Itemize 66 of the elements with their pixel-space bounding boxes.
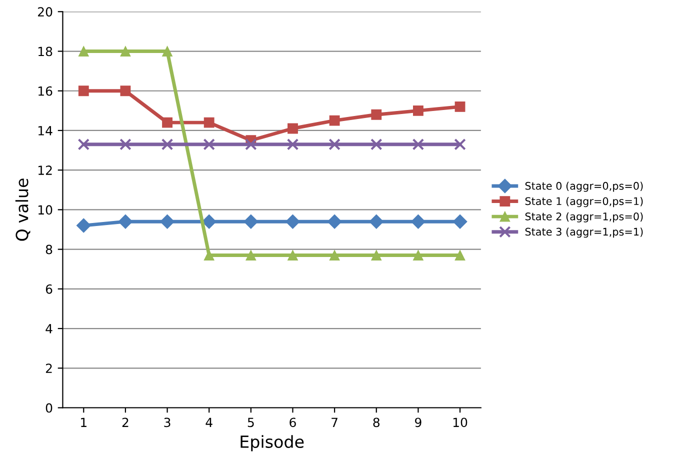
point	[161, 138, 174, 150]
y-tick-label: 20	[38, 7, 52, 17]
point	[78, 86, 89, 96]
legend-label: State 1 (aggr=0,ps=1)	[525, 197, 643, 208]
y-tick-label: 14	[38, 126, 52, 136]
x-tick-label: 10	[453, 418, 468, 428]
point	[160, 214, 175, 229]
y-tick-label: 8	[46, 244, 52, 254]
x-tick-label: 3	[164, 418, 170, 428]
y-tick-label: 18	[38, 46, 52, 56]
point	[452, 214, 468, 229]
x-tick-label: 1	[81, 418, 86, 427]
point	[329, 250, 340, 260]
x-tick-label: 8	[373, 418, 380, 428]
point	[454, 138, 466, 150]
legend-label: State 0 (aggr=0,ps=0)	[525, 182, 643, 192]
point	[454, 102, 466, 112]
point	[371, 250, 382, 260]
point	[371, 109, 382, 120]
point	[203, 138, 216, 150]
point	[118, 214, 133, 229]
point	[288, 250, 298, 260]
point	[245, 138, 257, 150]
x-tick-label: 5	[248, 418, 254, 428]
legend-label: State 2 (aggr=1,ps=0)	[525, 212, 643, 222]
y-tick-label: 10	[38, 205, 52, 215]
point	[329, 115, 340, 126]
point	[286, 214, 300, 229]
y-tick-label: 6	[46, 284, 52, 294]
point	[412, 138, 424, 150]
point	[410, 214, 426, 229]
y-axis-title: Q value	[15, 178, 30, 241]
point	[120, 86, 131, 96]
point	[369, 214, 384, 229]
point	[412, 105, 424, 116]
point	[204, 250, 214, 260]
point	[328, 138, 340, 150]
point	[286, 138, 299, 150]
point	[246, 250, 256, 260]
point	[202, 214, 216, 229]
y-tick-label: 4	[46, 324, 52, 334]
y-tick-label: 16	[38, 86, 52, 96]
x-tick-label: 9	[415, 418, 422, 428]
point	[288, 123, 298, 134]
point	[370, 138, 382, 150]
y-tick-label: 12	[38, 166, 52, 175]
point	[204, 117, 214, 128]
point	[120, 46, 131, 56]
point	[162, 46, 172, 56]
y-tick-label: 0	[46, 403, 52, 413]
point	[162, 117, 172, 128]
point	[120, 138, 132, 150]
legend-label: State 3 (aggr=1,ps=1)	[525, 228, 643, 238]
point	[244, 214, 258, 229]
x-axis-title: Episode	[240, 435, 304, 452]
point	[454, 250, 466, 260]
x-tick-label: 7	[332, 418, 338, 427]
x-tick-label: 2	[122, 418, 128, 427]
point	[78, 46, 89, 56]
x-tick-label: 4	[206, 418, 212, 427]
point	[327, 214, 342, 229]
point	[412, 250, 424, 260]
x-tick-label: 6	[290, 418, 296, 428]
point	[78, 138, 90, 150]
point	[76, 218, 91, 233]
y-tick-label: 2	[46, 364, 52, 373]
